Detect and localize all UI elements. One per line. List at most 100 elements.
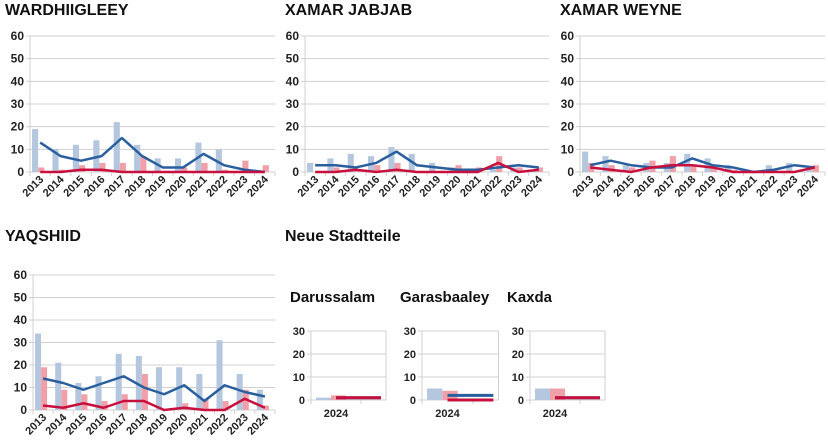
line-series: [589, 157, 815, 174]
bar: [704, 158, 711, 172]
bar: [215, 149, 222, 172]
x-tick-label: 2023: [225, 174, 251, 200]
x-tick-label: 2016: [356, 174, 382, 200]
bar: [710, 167, 717, 172]
x-tick-label: 2017: [102, 174, 128, 200]
bar: [602, 156, 609, 172]
y-tick-label: 20: [14, 358, 28, 372]
bar: [316, 397, 331, 400]
y-tick-label: 40: [11, 74, 25, 88]
bar: [32, 128, 39, 172]
x-tick-label: 2017: [104, 412, 130, 438]
y-tick-label: 30: [512, 326, 524, 338]
bar: [388, 147, 395, 172]
x-tick-label: 2014: [44, 411, 70, 437]
y-tick-label: 30: [561, 97, 575, 111]
bar: [115, 353, 122, 410]
bar: [113, 122, 120, 172]
bar: [684, 153, 691, 172]
y-tick-label: 0: [20, 403, 27, 417]
bar: [262, 405, 269, 410]
y-tick-label: 30: [11, 97, 25, 111]
y-tick-label: 20: [404, 349, 416, 361]
y-tick-label: 20: [286, 120, 300, 134]
chart-xamar-jabjab: 0 10 20 30 40 50 60 201320142015201620172018201…: [286, 29, 550, 200]
x-tick-label: 2019: [693, 174, 719, 200]
bar: [374, 165, 381, 172]
chart-wardhiigleey: 0 10 20 30 40 50 60 201320142015201620172018201…: [11, 29, 276, 200]
y-tick-label: 10: [561, 142, 575, 156]
bar: [75, 383, 82, 410]
x-tick-label: 2016: [82, 174, 108, 200]
x-tick-label: 2013: [21, 174, 47, 200]
y-tick-label: 10: [512, 372, 524, 384]
bar: [140, 156, 147, 172]
x-tick-label: 2013: [571, 174, 597, 200]
bar: [95, 376, 102, 410]
bar: [516, 167, 523, 172]
bar: [119, 162, 126, 172]
y-tick-label: 10: [404, 372, 416, 384]
bar: [582, 151, 589, 172]
bar: [307, 162, 314, 172]
bar: [55, 362, 62, 410]
x-tick-label: 2024: [519, 173, 545, 199]
chart-title-garasbaaley: Garasbaaley: [400, 289, 490, 306]
x-tick-label: 2015: [336, 174, 362, 200]
x-tick-label: 2018: [673, 174, 699, 200]
y-tick-label: 50: [14, 291, 28, 305]
y-tick-label: 30: [286, 97, 300, 111]
y-tick-label: 30: [14, 336, 28, 350]
x-tick-label: 2023: [775, 174, 801, 200]
y-tick-label: 40: [561, 74, 575, 88]
bar: [394, 162, 401, 172]
x-tick-label: 2020: [438, 174, 464, 200]
y-tick-label: 60: [11, 29, 25, 43]
x-tick-label: 2017: [652, 174, 678, 200]
bar: [101, 401, 108, 410]
x-tick-label: 2023: [499, 174, 525, 200]
x-tick-label: 2017: [377, 174, 403, 200]
y-tick-label: 60: [14, 268, 28, 282]
bar: [262, 165, 269, 172]
x-tick-label: 2014: [591, 173, 617, 199]
x-tick-label: 2015: [61, 174, 87, 200]
y-tick-label: 0: [410, 395, 416, 407]
x-tick-label: 2021: [184, 174, 210, 200]
chart-title-kaxda: Kaxda: [507, 289, 553, 306]
x-tick-label: 2018: [123, 174, 149, 200]
y-tick-label: 0: [567, 165, 574, 179]
y-tick-label: 30: [404, 326, 416, 338]
bar: [135, 356, 142, 410]
bar: [196, 374, 203, 410]
line-series: [42, 397, 266, 412]
bar: [99, 162, 106, 172]
x-tick-label: 2022: [478, 174, 504, 200]
y-tick-label: 50: [561, 52, 575, 66]
y-tick-label: 40: [286, 74, 300, 88]
y-tick-label: 20: [11, 120, 25, 134]
x-tick-label: 2024: [543, 408, 568, 420]
bar: [550, 388, 565, 400]
chart-title-xamar-weyne: XAMAR WEYNE: [560, 2, 682, 19]
bar: [81, 394, 88, 410]
x-tick-label: 2014: [41, 173, 67, 199]
bar: [38, 167, 45, 172]
bar: [333, 167, 340, 172]
bar: [134, 144, 141, 172]
section-title: Neue Stadtteile: [285, 228, 401, 245]
y-tick-label: 10: [286, 142, 300, 156]
y-tick-label: 10: [11, 142, 25, 156]
line-series: [315, 150, 539, 171]
bar: [156, 367, 163, 410]
x-tick-label: 2022: [205, 412, 231, 438]
x-tick-label: 2019: [144, 412, 170, 438]
y-tick-label: 50: [286, 52, 300, 66]
line-series: [39, 136, 265, 174]
bar: [256, 389, 263, 410]
chart-xamar-weyne: 0 10 20 30 40 50 60 201320142015201620172018201…: [561, 29, 826, 200]
x-tick-label: 2020: [163, 174, 189, 200]
bar: [222, 401, 229, 410]
bar: [242, 160, 249, 172]
